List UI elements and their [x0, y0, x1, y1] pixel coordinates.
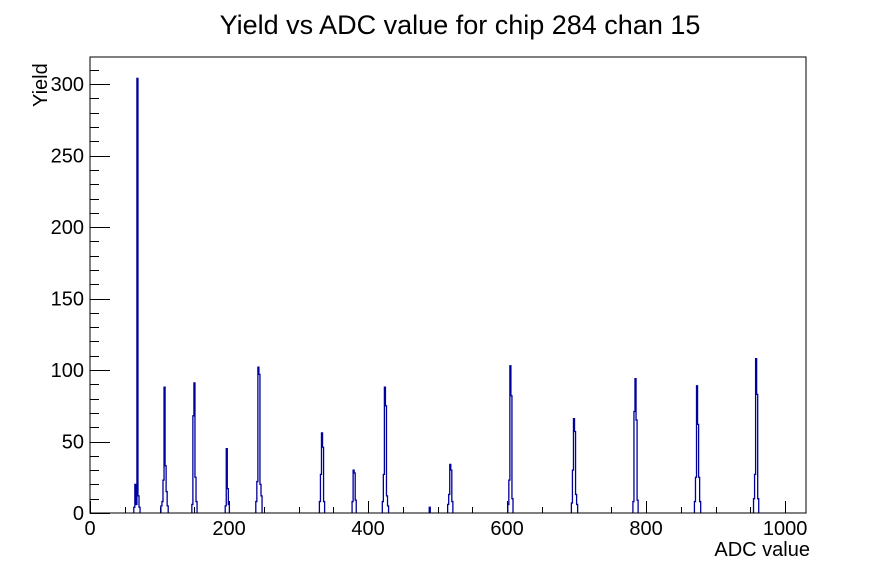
histogram-spike: [570, 418, 579, 513]
histogram-spike: [351, 469, 357, 513]
y-tick-label: 100: [51, 360, 84, 382]
histogram-spike: [318, 432, 326, 513]
histogram-spike: [507, 365, 514, 513]
histogram-spike: [632, 377, 639, 513]
chart-title: Yield vs ADC value for chip 284 chan 15: [220, 10, 701, 40]
y-tick-label: 50: [62, 432, 84, 454]
histogram-spike: [255, 366, 263, 513]
histogram-spike: [693, 385, 702, 513]
histogram-spike: [224, 448, 231, 513]
x-tick-label: 800: [629, 518, 662, 540]
x-axis-title: ADC value: [714, 539, 810, 561]
histogram-series: [133, 77, 760, 513]
x-tick-label: 1000: [763, 518, 808, 540]
y-tick-label: 150: [51, 289, 84, 311]
x-tick-label: 600: [490, 518, 523, 540]
histogram-spike: [160, 386, 169, 513]
y-axis-title: Yield: [30, 63, 52, 107]
x-tick-label: 200: [212, 518, 245, 540]
plot-frame: [89, 56, 807, 514]
histogram-spike: [447, 463, 454, 513]
y-tick-label: 0: [73, 503, 84, 525]
histogram-spike: [752, 357, 760, 513]
histogram-spike: [428, 506, 431, 513]
histogram-spike: [191, 382, 198, 513]
histogram-spike: [381, 386, 390, 513]
y-tick-label: 200: [51, 217, 84, 239]
y-tick-label: 300: [51, 74, 84, 96]
x-tick-label: 0: [84, 518, 95, 540]
x-tick-label: 400: [351, 518, 384, 540]
y-tick-label: 250: [51, 146, 84, 168]
axis-tick-labels: 0 200 400 600 800 1000 0 50 100 150 200 250 300: [51, 74, 808, 540]
histogram-spike: [133, 77, 141, 513]
